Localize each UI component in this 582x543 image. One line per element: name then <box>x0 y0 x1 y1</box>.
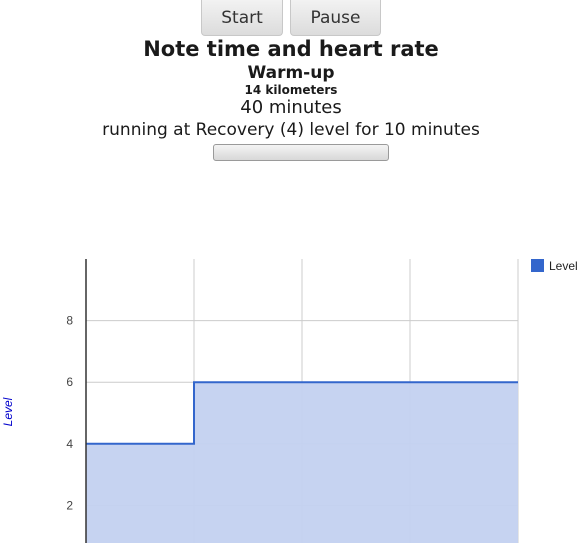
legend-label-level: Level <box>549 259 578 273</box>
duration-label: 40 minutes <box>240 97 342 118</box>
progress-bar <box>213 144 389 161</box>
start-button[interactable]: Start <box>201 0 283 36</box>
workout-title: Note time and heart rate <box>143 37 439 61</box>
phase-label: Warm-up <box>247 63 335 83</box>
chart-legend: Level <box>531 259 578 273</box>
level-chart: 2 4 6 8 Level Level <box>0 240 582 543</box>
distance-label: 14 kilometers <box>244 83 338 97</box>
instruction-label: running at Recovery (4) level for 10 min… <box>102 120 480 140</box>
legend-swatch-level <box>531 259 544 272</box>
y-tick-label: 2 <box>66 498 73 512</box>
series-area-level <box>86 382 518 543</box>
series-line-level <box>86 381 518 445</box>
y-tick-label: 8 <box>66 314 73 328</box>
y-tick-labels: 2 4 6 8 <box>66 314 73 513</box>
workout-info: Note time and heart rate Warm-up 14 kilo… <box>0 36 582 142</box>
controls-bar: Start Pause <box>0 0 582 36</box>
y-tick-label: 4 <box>66 437 73 451</box>
pause-button[interactable]: Pause <box>290 0 381 36</box>
y-axis-label: Level <box>1 397 15 426</box>
level-chart-svg: 2 4 6 8 Level Level <box>1 259 578 543</box>
y-tick-label: 6 <box>66 375 73 389</box>
